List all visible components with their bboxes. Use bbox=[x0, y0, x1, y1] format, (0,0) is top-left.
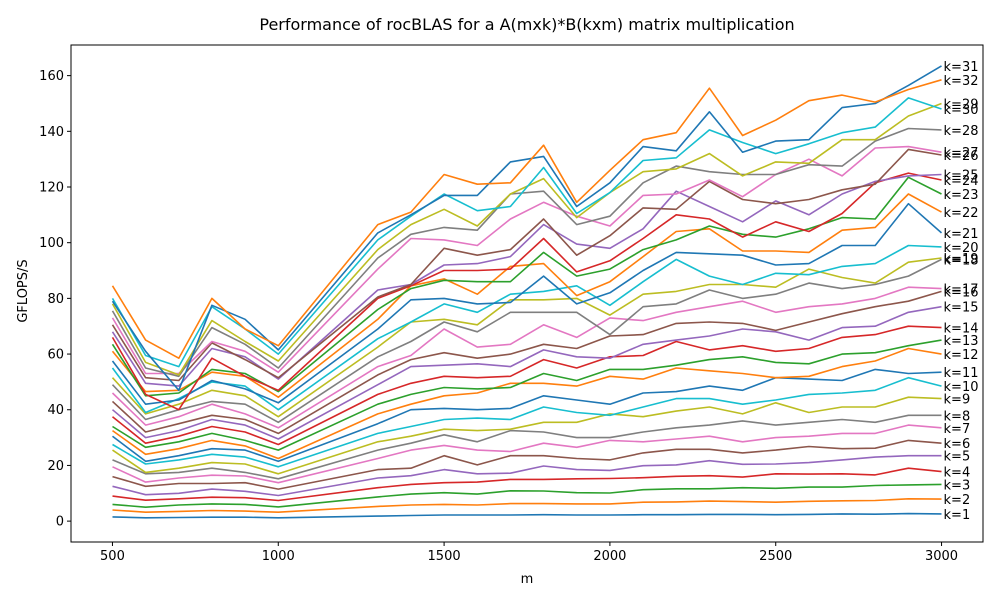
series-label: k=2 bbox=[944, 493, 971, 508]
series-line-k=24 bbox=[111, 172, 942, 411]
series-label: k=32 bbox=[944, 74, 979, 89]
series-label: k=21 bbox=[944, 227, 979, 242]
series-label: k=22 bbox=[944, 206, 979, 221]
series-line-k=27 bbox=[111, 145, 942, 375]
series-label: k=29 bbox=[944, 97, 979, 112]
series-line-k=26 bbox=[111, 148, 942, 382]
series-label: k=20 bbox=[944, 241, 979, 256]
series-line-k=16 bbox=[111, 290, 942, 435]
x-tick-label: 1500 bbox=[428, 549, 461, 564]
x-tick-label: 3000 bbox=[925, 549, 958, 564]
series-label: k=12 bbox=[944, 348, 979, 363]
series-label: k=31 bbox=[944, 60, 979, 75]
series-line-k=28 bbox=[111, 127, 942, 378]
plot-frame bbox=[70, 44, 984, 543]
series-label: k=19 bbox=[944, 252, 979, 267]
series-label: k=13 bbox=[944, 334, 979, 349]
series-label: k=7 bbox=[944, 422, 971, 437]
x-tick-label: 1000 bbox=[262, 549, 295, 564]
x-tick-label: 2500 bbox=[759, 549, 792, 564]
series-line-k=6 bbox=[112, 439, 942, 490]
y-tick-label: 100 bbox=[39, 236, 64, 251]
series-label: k=4 bbox=[944, 466, 971, 481]
series-line-k=11 bbox=[112, 368, 942, 463]
series-label: k=27 bbox=[944, 146, 979, 161]
series-line-k=21 bbox=[111, 202, 943, 406]
series-line-k=20 bbox=[111, 244, 942, 414]
x-tick-label: 500 bbox=[100, 549, 125, 564]
y-tick-label: 0 bbox=[56, 515, 64, 530]
series-line-k=4 bbox=[112, 467, 942, 502]
series-line-k=15 bbox=[111, 305, 942, 440]
y-tick-label: 20 bbox=[47, 459, 64, 474]
series-label: k=25 bbox=[944, 168, 979, 183]
series-line-k=30 bbox=[111, 97, 942, 368]
series-line-k=3 bbox=[112, 483, 942, 509]
series-line-k=25 bbox=[111, 173, 942, 387]
series-line-k=12 bbox=[112, 347, 942, 460]
y-axis-ticks: 0 20 40 60 80 100 120 140 160 bbox=[39, 69, 71, 530]
series-label: k=26 bbox=[944, 149, 979, 164]
y-axis-label: GFLOPS/S bbox=[16, 259, 31, 322]
series-label: k=8 bbox=[944, 409, 971, 424]
series-label: k=9 bbox=[944, 393, 971, 408]
series-line-k=19 bbox=[111, 257, 942, 418]
y-tick-label: 40 bbox=[47, 403, 64, 418]
series-line-k=17 bbox=[111, 286, 942, 429]
series-label: k=14 bbox=[944, 322, 979, 337]
series-label: k=28 bbox=[944, 124, 979, 139]
series-line-k=29 bbox=[111, 102, 942, 376]
series-line-k=8 bbox=[112, 414, 942, 480]
y-tick-label: 60 bbox=[47, 348, 64, 363]
series-line-k=7 bbox=[112, 424, 942, 484]
series-label: k=3 bbox=[944, 478, 971, 493]
series-label: k=16 bbox=[944, 285, 979, 300]
y-tick-label: 80 bbox=[47, 292, 64, 307]
series-label: k=24 bbox=[944, 174, 979, 189]
series-label: k=30 bbox=[944, 103, 979, 118]
series-line-k=18 bbox=[111, 258, 942, 424]
x-axis-ticks: 500 1000 1500 2000 2500 3000 bbox=[100, 542, 958, 564]
series-label: k=15 bbox=[944, 301, 979, 316]
series-end-labels: k=1k=2k=3k=4k=5k=6k=7k=8k=9k=10k=11k=12k… bbox=[944, 60, 979, 523]
series-label: k=23 bbox=[944, 188, 979, 203]
x-axis-label: m bbox=[521, 572, 534, 587]
series-label: k=17 bbox=[944, 283, 979, 298]
series-line-k=1 bbox=[112, 512, 942, 519]
x-tick-label: 2000 bbox=[593, 549, 626, 564]
series-label: k=10 bbox=[944, 380, 979, 395]
series-line-k=22 bbox=[111, 193, 942, 399]
series-label: k=6 bbox=[944, 437, 971, 452]
series-line-k=13 bbox=[112, 339, 942, 451]
series-line-k=31 bbox=[111, 65, 942, 392]
series-lines bbox=[111, 65, 943, 519]
chart-title: Performance of rocBLAS for a A(mxk)*B(kx… bbox=[259, 15, 794, 34]
series-label: k=11 bbox=[944, 366, 979, 381]
y-tick-label: 140 bbox=[39, 125, 64, 140]
series-line-k=9 bbox=[112, 396, 942, 475]
y-tick-label: 160 bbox=[39, 69, 64, 84]
series-line-k=5 bbox=[112, 454, 942, 497]
y-tick-label: 120 bbox=[39, 181, 64, 196]
series-label: k=1 bbox=[944, 508, 971, 523]
series-line-k=14 bbox=[112, 325, 942, 446]
series-line-k=2 bbox=[112, 497, 942, 514]
series-label: k=5 bbox=[944, 450, 971, 465]
series-line-k=10 bbox=[112, 376, 942, 468]
series-line-k=32 bbox=[111, 79, 942, 360]
series-label: k=18 bbox=[944, 253, 979, 268]
